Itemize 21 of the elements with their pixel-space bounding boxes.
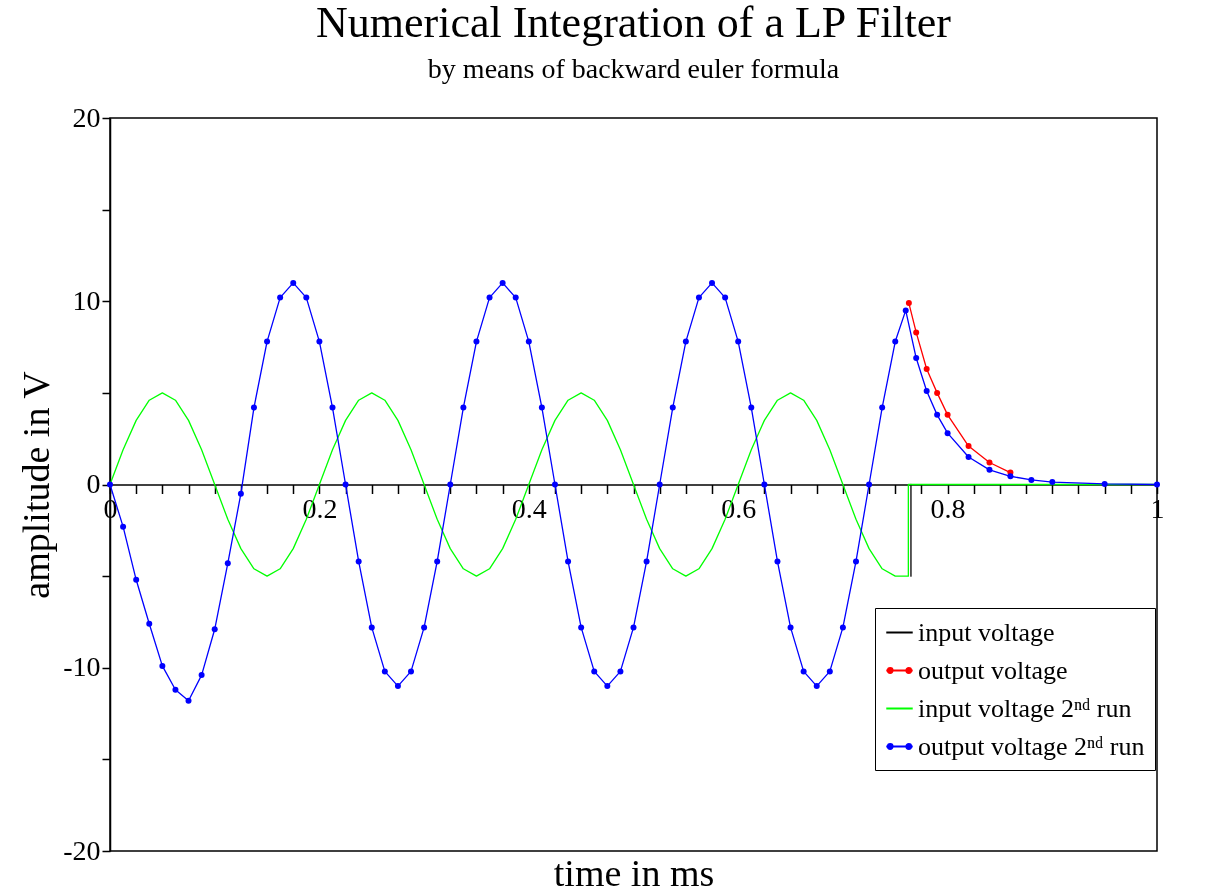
legend-label: output voltage 2ⁿᵈ run <box>918 731 1145 761</box>
y-tick-label: 0 <box>86 468 101 499</box>
legend-label: input voltage <box>918 617 1055 647</box>
point <box>923 366 930 373</box>
point <box>965 443 972 450</box>
y-axis-title: amplitude in V <box>15 370 58 599</box>
legend-label: output voltage <box>918 655 1068 685</box>
y-tick-label: 10 <box>72 284 101 316</box>
y-tick-label: -10 <box>63 651 101 683</box>
chart-title: Numerical Integration of a LP Filter <box>316 0 952 47</box>
legend-label: input voltage 2ⁿᵈ run <box>918 693 1132 723</box>
chart-subtitle: by means of backward euler formula <box>427 53 840 84</box>
point <box>944 411 951 418</box>
point <box>905 300 912 307</box>
y-tick-label: -20 <box>63 834 101 866</box>
point <box>986 459 993 466</box>
point <box>934 389 941 396</box>
y-tick-label: 20 <box>72 101 101 133</box>
x-axis-title: time in ms <box>553 851 715 893</box>
x-tick-label: 0.8 <box>930 493 966 524</box>
point <box>913 329 920 336</box>
